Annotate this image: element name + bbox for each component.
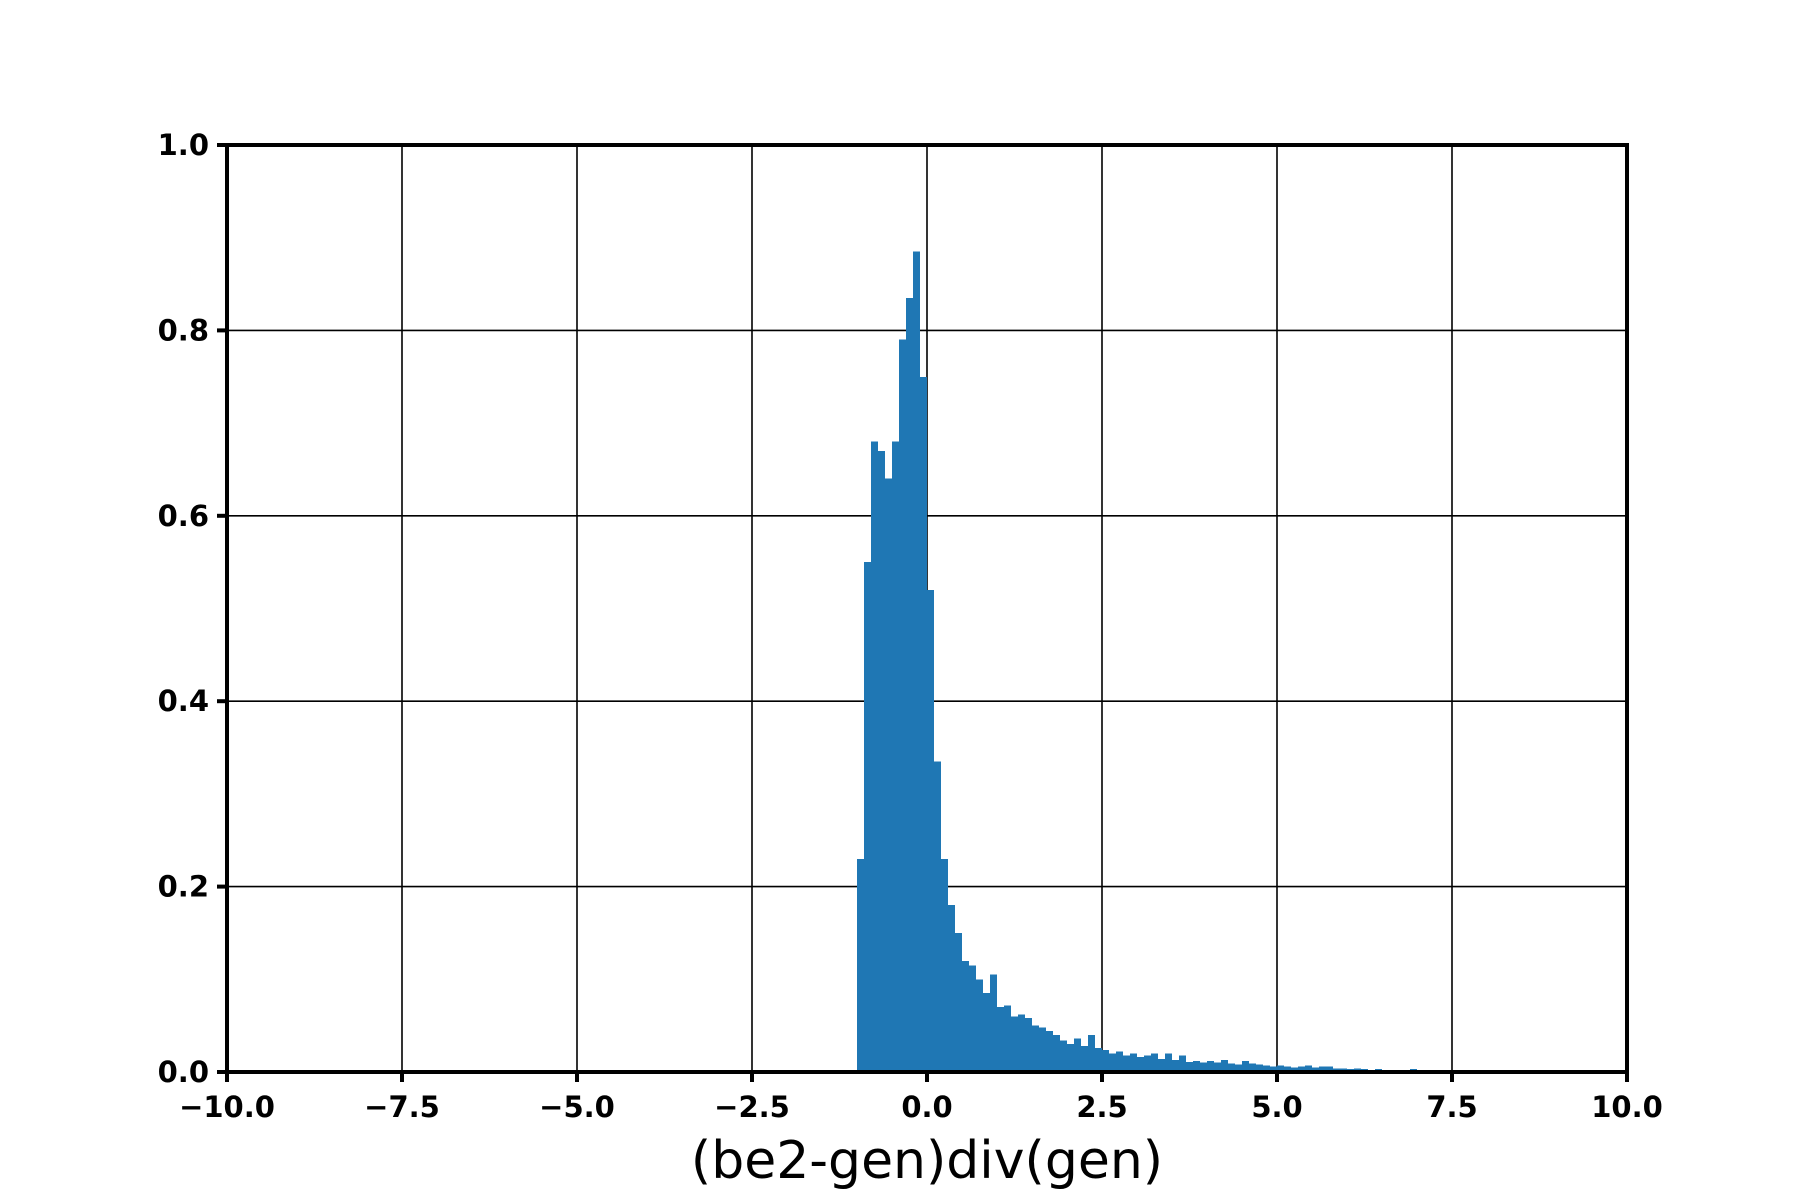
histogram-bar [1158,1059,1165,1072]
histogram-bar [1088,1034,1095,1072]
histogram-bar [920,376,927,1072]
histogram-bar [934,761,941,1072]
histogram-bar [1102,1049,1109,1072]
histogram-bar [1291,1067,1298,1072]
histogram-bar [1228,1063,1235,1072]
histogram-bar [955,932,962,1072]
y-tick-label: 0.2 [158,870,209,904]
histogram-bar [1270,1066,1277,1072]
histogram-bar [1235,1064,1242,1072]
histogram-bar [1193,1060,1200,1072]
histogram-bar [899,339,906,1072]
histogram-bar [1263,1065,1270,1072]
y-tick-label: 0.8 [158,313,209,347]
histogram-bar [1277,1065,1284,1072]
y-tick-label: 1.0 [158,128,209,162]
histogram-bar [1165,1053,1172,1072]
y-tick-label: 0.6 [158,499,209,533]
histogram-bar [1137,1057,1144,1072]
histogram-bar [1081,1046,1088,1072]
histogram-bar [892,441,899,1072]
x-tick-label: 2.5 [1076,1090,1127,1124]
histogram-bar [983,993,990,1072]
histogram-bar [1151,1053,1158,1072]
histogram-bar [1018,1014,1025,1072]
histogram-bar [1298,1066,1305,1072]
histogram-bar [871,441,878,1072]
histogram-bar [1326,1066,1333,1072]
histogram-bar [906,297,913,1073]
histogram-bar [1011,1016,1018,1072]
histogram-bar [913,251,920,1073]
histogram-bar [1095,1047,1102,1072]
histogram-bar [857,858,864,1072]
histogram-bar [1312,1067,1319,1072]
histogram-bar [941,858,948,1072]
x-tick-label: −7.5 [364,1090,440,1124]
histogram-bar [969,965,976,1072]
histogram-bar [885,478,892,1073]
histogram-bar [1060,1040,1067,1072]
histogram-bar [1004,1005,1011,1072]
histogram-bar [1074,1038,1081,1072]
histogram-bar [1221,1059,1228,1072]
histogram-bar [864,562,871,1072]
histogram-bar [1025,1018,1032,1072]
y-tick-label: 0.4 [158,684,209,718]
histogram-bar [1305,1065,1312,1072]
histogram-bar [997,1007,1004,1072]
x-tick-label: 10.0 [1591,1090,1663,1124]
x-tick-label: −2.5 [714,1090,790,1124]
x-tick-label: 0.0 [901,1090,952,1124]
axis-ticks: −10.0 −7.5 −5.0 −2.5 0.0 2.5 5.0 7.5 10.0 0.0 0.2 0… [158,128,1663,1124]
histogram-bar [990,974,997,1072]
x-tick-label: 7.5 [1426,1090,1477,1124]
histogram-bar [1179,1055,1186,1072]
x-axis-label: (be2-gen)div(gen) [691,1131,1163,1191]
histogram-bar [1207,1060,1214,1072]
histogram-bar [1130,1053,1137,1072]
histogram-bar [1039,1027,1046,1072]
histogram-bar [1067,1044,1074,1072]
histogram-bar [1284,1066,1291,1072]
histogram-bar [1123,1055,1130,1072]
histogram-bar [948,905,955,1072]
histogram-bar [1319,1066,1326,1072]
histogram-bar [878,450,885,1072]
histogram-bars [857,251,1557,1073]
histogram-bar [1116,1051,1123,1072]
histogram-bar [1109,1053,1116,1072]
histogram-bar [1144,1055,1151,1072]
histogram-bar [1032,1025,1039,1072]
histogram-bar [1172,1059,1179,1072]
histogram-bar [1256,1064,1263,1072]
histogram-bar [1200,1062,1207,1072]
histogram-bar [976,979,983,1072]
histogram-bar [1242,1060,1249,1072]
histogram-bar [962,960,969,1072]
histogram-bar [1053,1034,1060,1072]
histogram-bar [1046,1031,1053,1072]
histogram-bar [1186,1061,1193,1072]
histogram-bar [1249,1063,1256,1072]
y-tick-label: 0.0 [158,1055,209,1089]
histogram-bar [1214,1062,1221,1072]
x-tick-label: −5.0 [539,1090,615,1124]
x-tick-label: 5.0 [1251,1090,1302,1124]
x-tick-label: −10.0 [179,1090,275,1124]
histogram-bar [927,589,934,1072]
